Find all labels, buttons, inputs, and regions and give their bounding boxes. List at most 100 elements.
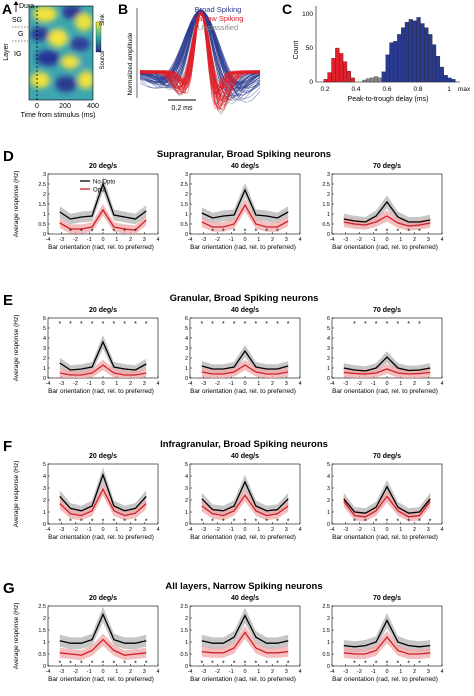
row-letter: E — [3, 292, 13, 309]
a-xtick-400: 400 — [87, 103, 99, 110]
significance-star: * — [200, 518, 203, 525]
significance-star: * — [200, 321, 203, 328]
significance-star: * — [418, 518, 421, 525]
layer-g: G — [18, 31, 23, 38]
y-tick-label: 2 — [327, 498, 330, 504]
x-tick-label: 2 — [413, 669, 416, 675]
x-axis-label: Bar orientation (rad, rel. to preferred) — [332, 676, 438, 683]
panel-c-letter: C — [282, 1, 292, 17]
significance-star: * — [276, 321, 279, 328]
significance-star: * — [287, 321, 290, 328]
y-tick-label: 0.5 — [180, 652, 188, 658]
x-tick-label: 1 — [257, 527, 260, 533]
significance-star: * — [407, 518, 410, 525]
significance-star: * — [123, 321, 126, 328]
y-tick-label: 2 — [43, 616, 46, 622]
panel-a-ylabel: Layer — [3, 43, 10, 61]
y-tick-label: 1 — [185, 366, 188, 372]
significance-star: * — [102, 321, 105, 328]
y-tick-label: 2 — [185, 498, 188, 504]
histogram-bar — [443, 75, 448, 83]
x-tick-label: 4 — [440, 527, 443, 533]
y-tick-label: 0 — [185, 664, 188, 670]
x-tick-label: -2 — [357, 237, 362, 243]
significance-star: * — [211, 660, 214, 667]
layer-ig: IG — [14, 51, 21, 58]
panel-c-ylabel: Count — [293, 41, 300, 60]
y-tick-label: 1.5 — [322, 628, 330, 634]
y-tick-label: 3 — [43, 346, 46, 352]
x-tick-label: 1 — [115, 527, 118, 533]
histogram-bar — [447, 77, 452, 83]
y-tick-label: 0 — [327, 664, 330, 670]
x-tick-label: 2 — [271, 669, 274, 675]
panel-subtitle: 70 deg/s — [373, 595, 401, 602]
x-tick-label: -2 — [357, 527, 362, 533]
significance-star: * — [265, 518, 268, 525]
x-axis-label: Bar orientation (rad, rel. to preferred) — [48, 244, 154, 251]
x-tick-label: 4 — [298, 237, 301, 243]
x-tick-label: 2 — [413, 381, 416, 387]
significance-star: * — [69, 660, 72, 667]
y-tick-label: 2 — [43, 356, 46, 362]
no-opto-line — [343, 618, 431, 648]
error-band — [59, 359, 147, 378]
error-band — [201, 182, 289, 224]
opto-line — [201, 203, 289, 228]
x-tick-label: 0 — [101, 381, 104, 387]
histogram-bar — [401, 27, 406, 83]
row-g: G All layers, Narrow Spiking neurons Avera… — [3, 580, 444, 683]
x-tick-label: -4 — [188, 527, 193, 533]
y-tick-label: 3 — [185, 346, 188, 352]
legend-unclassified: Unclassified — [198, 23, 238, 32]
significance-star: * — [265, 228, 268, 235]
y-tick-label: 2.5 — [322, 182, 330, 188]
x-tick-label: 0 — [243, 527, 246, 533]
y-tick-label: 4 — [327, 336, 330, 342]
y-tick-label: 1 — [327, 640, 330, 646]
y-tick-label: 1 — [43, 510, 46, 516]
x-tick-label: 2 — [271, 237, 274, 243]
histogram-bar — [362, 79, 367, 83]
significance-star: * — [418, 660, 421, 667]
x-axis-label: Bar orientation (rad, rel. to preferred) — [332, 388, 438, 395]
y-tick-label: 5 — [43, 462, 46, 468]
histogram-bar — [431, 44, 437, 83]
x-tick-label: 3 — [143, 381, 146, 387]
y-tick-label: 0 — [327, 376, 330, 382]
significance-star: * — [265, 321, 268, 328]
x-tick-label: 0 — [243, 381, 246, 387]
x-tick-label: 3 — [285, 527, 288, 533]
x-tick-label: 1 — [115, 381, 118, 387]
c-ytick-100: 100 — [302, 11, 313, 18]
x-tick-label: -2 — [215, 237, 220, 243]
panel-b: B Normalized amplitude 0.2 ms Broad Spik… — [118, 1, 261, 115]
y-tick-label: 0 — [43, 522, 46, 528]
histogram-bar — [439, 66, 444, 83]
no-opto-line — [343, 485, 431, 514]
y-tick-label: 5 — [43, 326, 46, 332]
significance-star: * — [407, 321, 410, 328]
histogram-bar — [404, 22, 410, 83]
y-tick-label: 5 — [185, 462, 188, 468]
row-ylabel: Average response (Hz) — [13, 315, 20, 382]
panel-c: C Count 0 50 100 0.2 0.4 0.6 0.8 1 max P… — [282, 1, 471, 103]
x-tick-label: -2 — [73, 381, 78, 387]
c-xtick-max: max — [458, 86, 471, 93]
significance-star: * — [396, 518, 399, 525]
x-tick-label: 1 — [399, 527, 402, 533]
significance-star: * — [353, 321, 356, 328]
significance-star: * — [134, 228, 137, 235]
x-tick-label: -2 — [73, 527, 78, 533]
y-tick-label: 0.5 — [322, 652, 330, 658]
x-tick-label: 4 — [156, 669, 159, 675]
histogram-bar — [428, 34, 433, 83]
panel-c-xticks: 0.2 0.4 0.6 0.8 1 — [320, 86, 451, 93]
significance-star: * — [80, 660, 83, 667]
histogram-bar — [346, 70, 352, 83]
x-axis-label: Bar orientation (rad, rel. to preferred) — [48, 676, 154, 683]
y-tick-label: 0 — [327, 232, 330, 238]
x-tick-label: -4 — [46, 237, 51, 243]
x-tick-label: -3 — [343, 381, 348, 387]
